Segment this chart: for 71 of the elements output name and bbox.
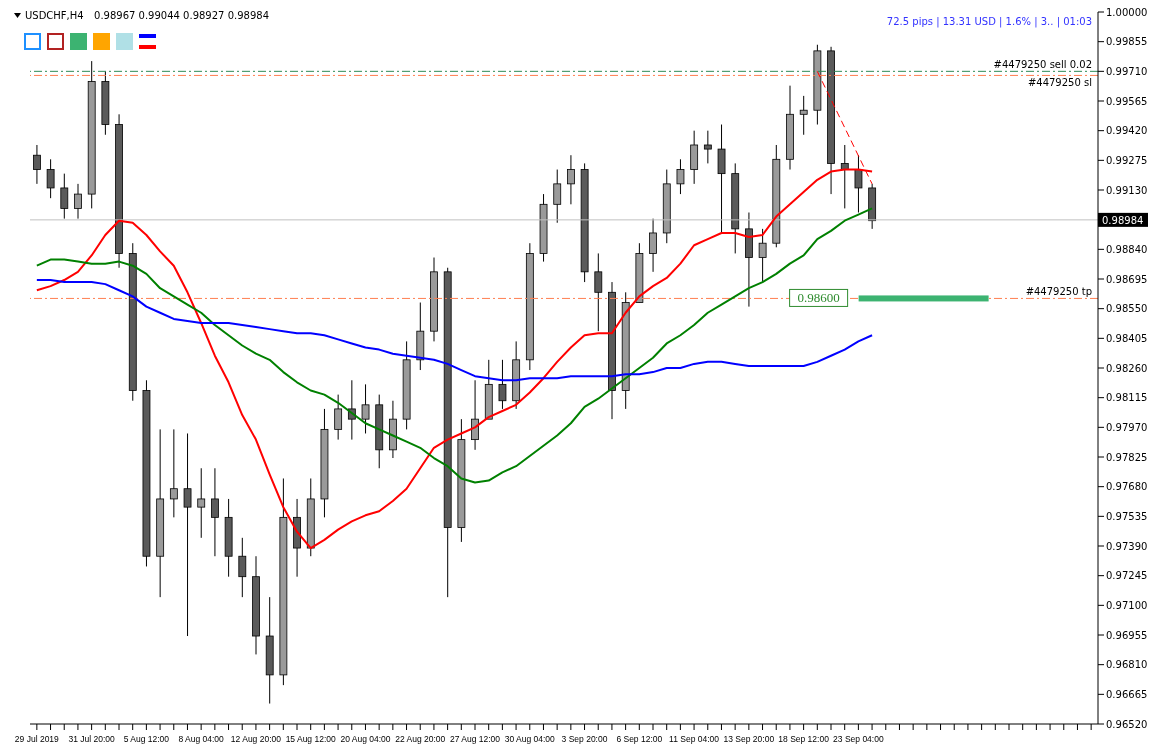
y-tick-label: 0.96955: [1106, 629, 1148, 641]
candlestick: [498, 359, 507, 410]
y-tick-label: 0.99565: [1106, 95, 1148, 107]
y-tick-label: 0.98260: [1106, 362, 1148, 374]
candlestick: [676, 158, 685, 195]
y-tick-label: 1.00000: [1106, 6, 1148, 18]
y-tick-label: 0.96810: [1106, 659, 1148, 671]
x-tick-label: 6 Sep 12:00: [616, 734, 663, 744]
candlestick: [799, 95, 808, 136]
x-tick-label: 30 Aug 04:00: [504, 734, 556, 744]
y-tick-label: 0.96665: [1106, 688, 1148, 700]
chart-title: USDCHF,H4 0.98967 0.99044 0.98927 0.98984: [25, 10, 269, 21]
candlestick: [211, 467, 219, 557]
candlestick: [33, 144, 41, 185]
candlestick: [649, 218, 657, 273]
x-tick-label: 22 Aug 20:00: [395, 734, 446, 744]
y-tick-label: 0.99710: [1106, 65, 1148, 77]
y-tick-label: 0.97970: [1106, 421, 1148, 433]
y-tick-label: 0.97535: [1106, 510, 1148, 522]
candlestick: [471, 379, 479, 451]
candlestick: [840, 144, 849, 209]
y-tick-label: 0.98550: [1106, 303, 1148, 315]
ref-line-label: #4479250 sell 0.02: [993, 59, 1092, 71]
x-tick-label: 27 Aug 12:00: [449, 734, 501, 744]
y-tick-label: 0.97680: [1106, 481, 1148, 493]
candlestick: [553, 169, 562, 224]
candlestick: [854, 154, 863, 214]
candlestick: [567, 154, 575, 205]
x-tick-label: 15 Aug 12:00: [285, 734, 337, 744]
y-tick-label: 0.98115: [1106, 392, 1148, 404]
x-tick-label: 18 Sep 12:00: [778, 734, 830, 744]
y-tick-label: 0.98840: [1106, 243, 1148, 255]
y-tick-label: 0.98405: [1106, 332, 1148, 344]
x-tick-label: 12 Aug 20:00: [230, 734, 282, 744]
candlestick: [361, 383, 370, 434]
candlestick: [74, 183, 82, 220]
y-tick-label: 0.98695: [1106, 273, 1148, 285]
y-tick-label: 0.97245: [1106, 570, 1148, 582]
y-tick-label: 0.99855: [1106, 36, 1148, 48]
candlestick: [169, 428, 178, 518]
x-tick-label: 23 Sep 04:00: [833, 734, 884, 744]
x-tick-label: 29 Jul 2019: [14, 734, 60, 744]
candlestick: [238, 537, 247, 598]
candlestick: [183, 432, 192, 637]
x-tick-label: 5 Aug 12:00: [123, 734, 170, 744]
candlestick: [758, 228, 767, 283]
candlestick: [334, 394, 343, 441]
y-tick-label: 0.97100: [1106, 599, 1148, 611]
ref-line-label: 0.98984: [1102, 214, 1144, 226]
x-tick-label: 11 Sep 04:00: [669, 734, 720, 744]
ref-line-label: #4479250 tp: [1025, 286, 1092, 298]
y-tick-label: 0.96520: [1106, 718, 1148, 730]
ref-line-label: #4479250 sl: [1027, 77, 1092, 89]
y-tick-label: 0.97825: [1106, 451, 1148, 463]
x-tick-label: 31 Jul 20:00: [68, 734, 116, 744]
candlestick: [594, 252, 603, 332]
annotation: 72.5 pips | 13.31 USD | 1.6% | 3.. | 01:03: [886, 16, 1092, 27]
x-tick-label: 3 Sep 20:00: [561, 734, 608, 744]
candlestick: [197, 467, 206, 539]
line-series: [35, 279, 874, 382]
y-tick-label: 0.99130: [1106, 184, 1148, 196]
annotation: 0.98600: [797, 290, 840, 306]
candlestick: [46, 158, 55, 199]
x-tick-label: 13 Sep 20:00: [723, 734, 775, 744]
y-tick-label: 0.99275: [1106, 154, 1148, 166]
x-tick-label: 8 Aug 04:00: [178, 734, 225, 744]
y-tick-label: 0.99420: [1106, 125, 1148, 137]
y-tick-label: 0.97390: [1106, 540, 1148, 552]
x-tick-label: 20 Aug 04:00: [340, 734, 391, 744]
candlestick: [703, 130, 712, 164]
candlestick: [60, 173, 69, 220]
